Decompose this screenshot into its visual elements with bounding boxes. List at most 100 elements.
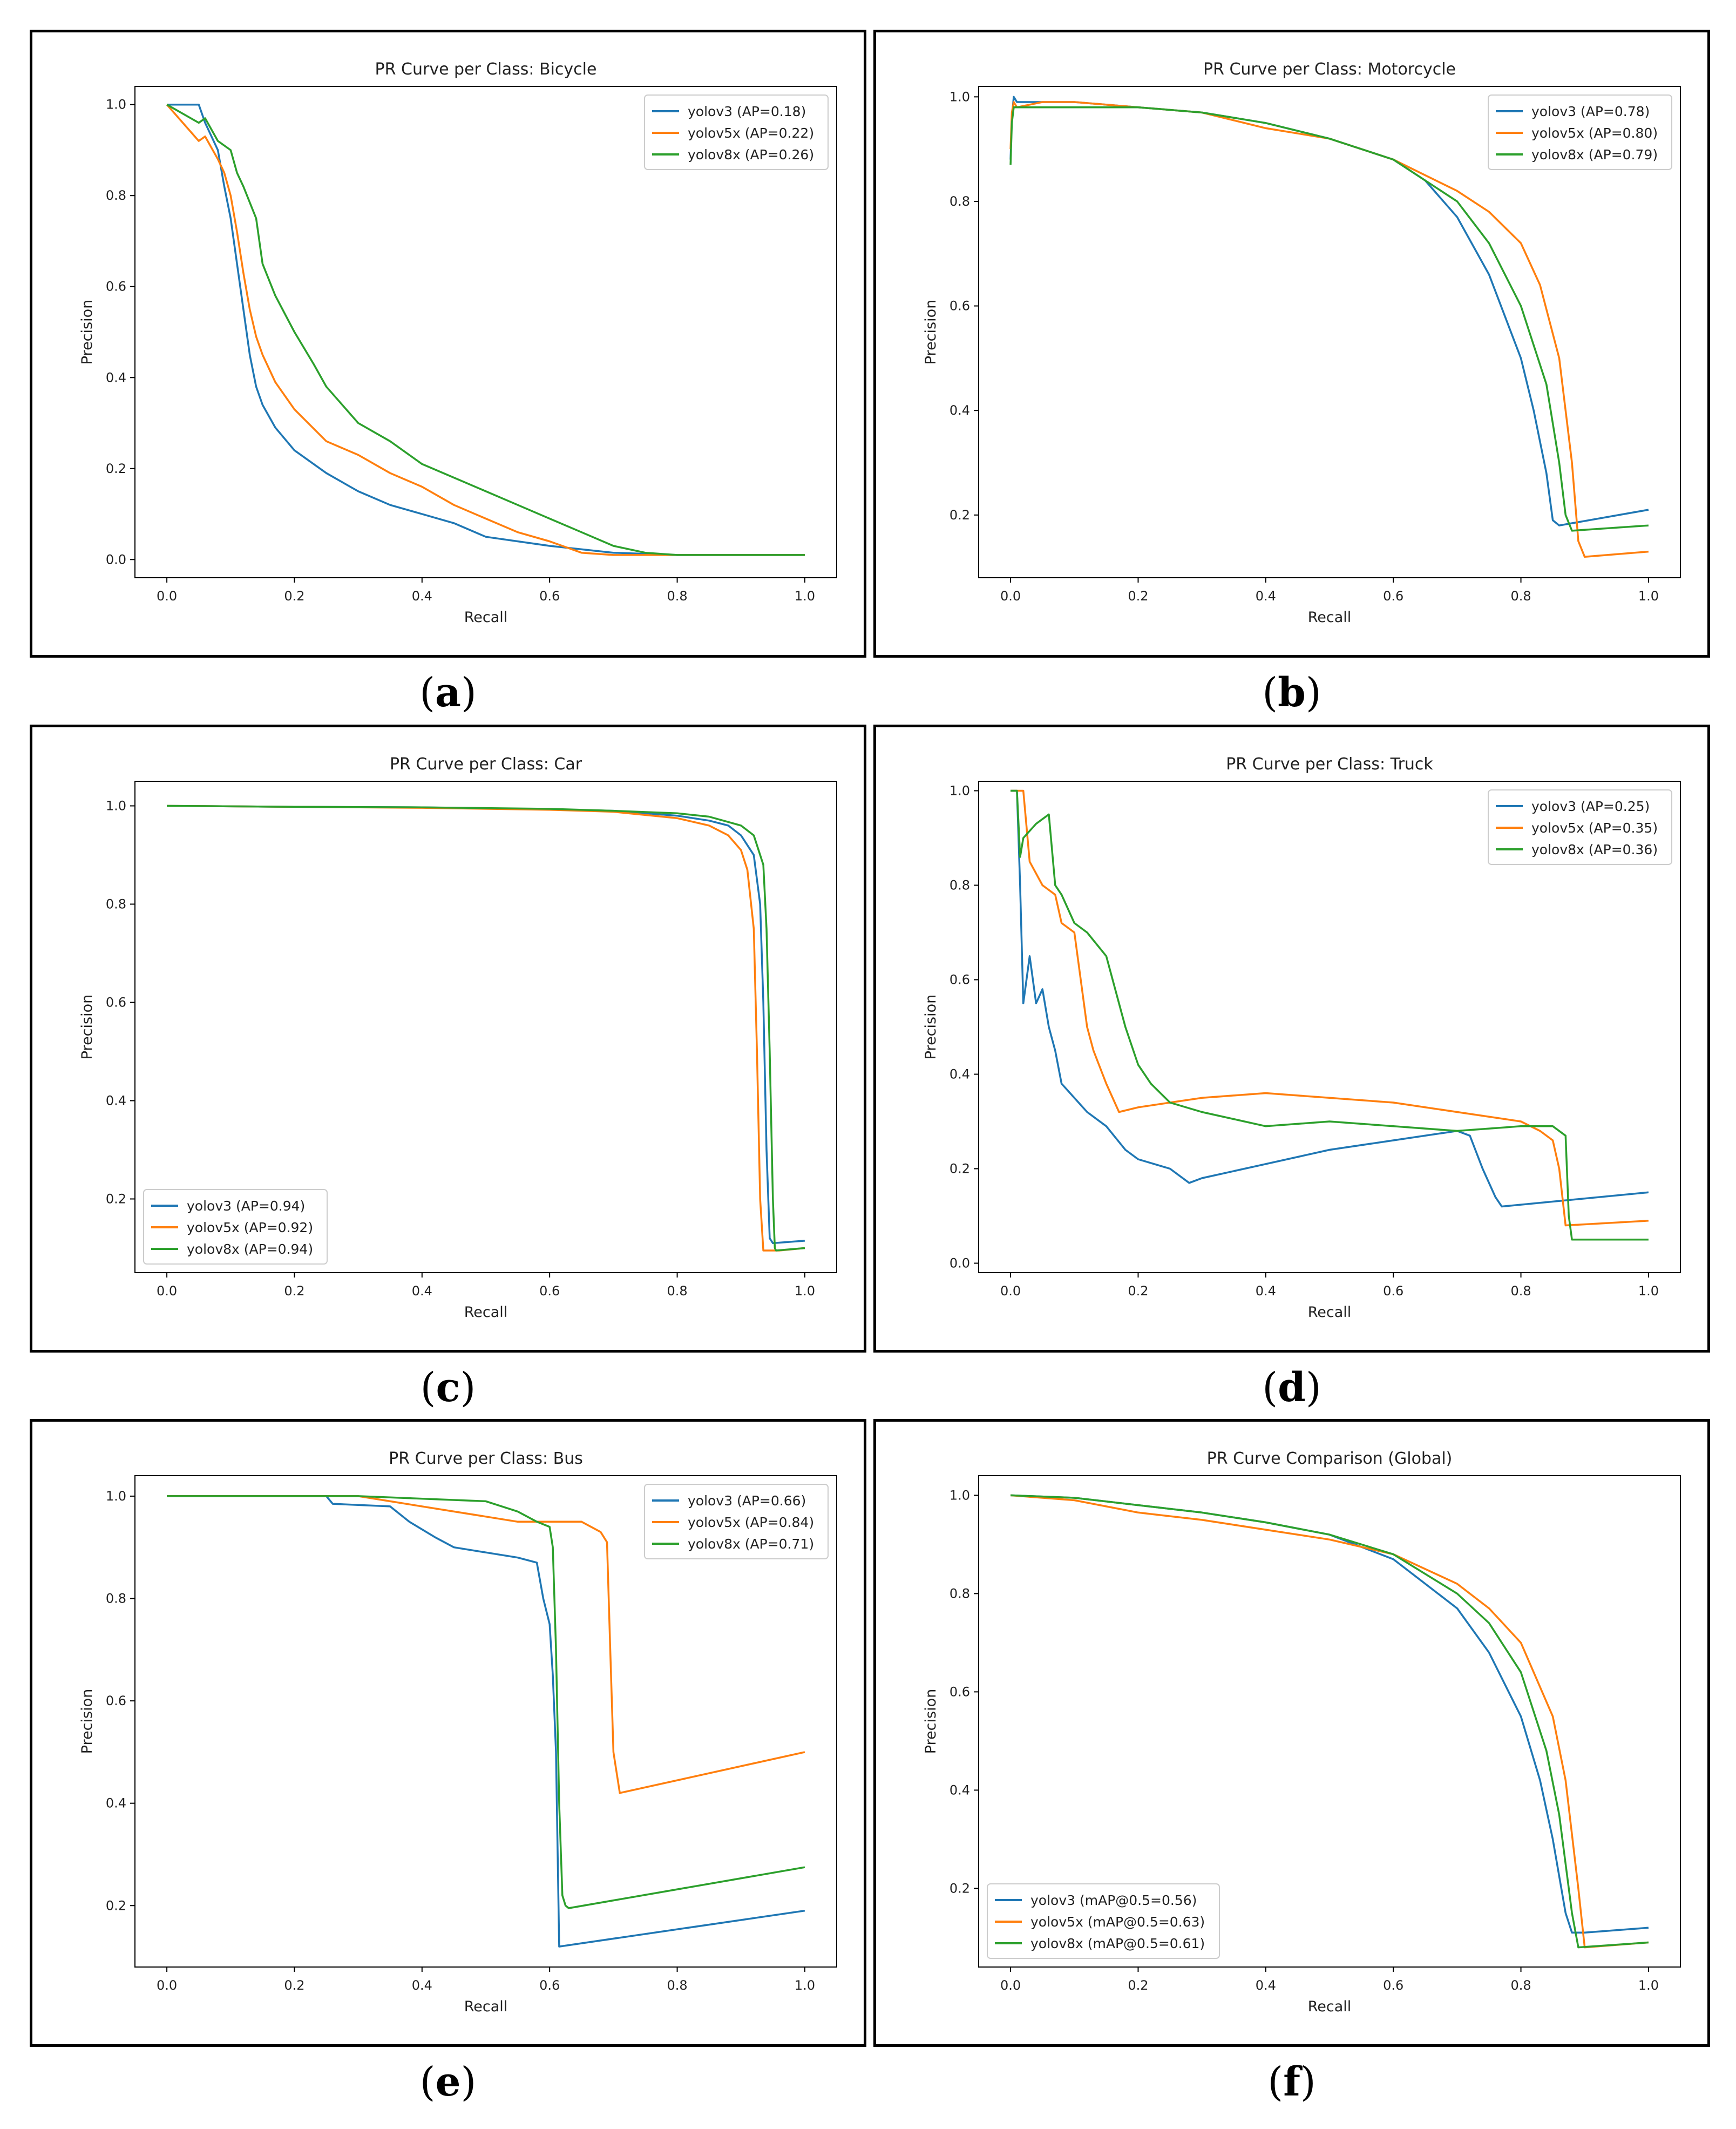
y-tick-label: 0.6 (106, 279, 126, 294)
x-tick-label: 0.4 (1256, 589, 1276, 604)
y-tick-label: 1.0 (950, 783, 970, 799)
legend-label-yolov3: yolov3 (mAP@0.5=0.56) (1030, 1893, 1197, 1908)
series-line-yolov3 (167, 103, 805, 556)
y-tick-label: 0.0 (950, 1256, 970, 1271)
series-line-yolov5x (1011, 789, 1649, 1227)
series-line-yolov3 (167, 1495, 805, 1948)
legend-label-yolov5x: yolov5x (AP=0.22) (688, 125, 814, 141)
plot-frame (134, 1475, 837, 1968)
x-tick-label: 0.6 (1383, 589, 1403, 604)
legend-label-yolov3: yolov3 (AP=0.94) (187, 1198, 305, 1214)
series-line-yolov5x (167, 1495, 805, 1794)
plot-frame (978, 86, 1681, 578)
y-tick-label: 0.4 (106, 1796, 126, 1811)
x-tick-label: 0.0 (157, 589, 177, 604)
x-tick-label: 0.8 (1510, 589, 1531, 604)
x-tick-label: 0.6 (1383, 1978, 1403, 1993)
chart-title: PR Curve Comparison (Global) (1207, 1449, 1453, 1468)
x-tick-label: 1.0 (1638, 1283, 1659, 1299)
y-tick-label: 0.4 (106, 1093, 126, 1109)
chart-title: PR Curve per Class: Motorcycle (1203, 60, 1456, 79)
legend-label-yolov8x: yolov8x (mAP@0.5=0.61) (1030, 1936, 1205, 1951)
legend-box (1488, 789, 1672, 865)
x-tick-label: 0.6 (539, 1283, 560, 1299)
y-tick-label: 0.6 (106, 995, 126, 1010)
y-tick-label: 0.4 (950, 1067, 970, 1082)
series-line-yolov5x (167, 805, 805, 1252)
legend-label-yolov8x: yolov8x (AP=0.36) (1531, 842, 1658, 857)
caption-b: (b) (1262, 670, 1321, 716)
series-line-yolov5x (1010, 1494, 1649, 1949)
y-tick-label: 0.8 (950, 878, 970, 893)
legend-label-yolov5x: yolov5x (AP=0.92) (187, 1220, 313, 1235)
x-axis-label: Recall (464, 1304, 508, 1321)
y-tick-label: 0.6 (950, 1684, 970, 1699)
y-tick-label: 1.0 (106, 97, 126, 112)
panel-f: PR Curve Comparison (Global) 0.0 0.2 0.4 0.6… (873, 1419, 1710, 2047)
x-tick-label: 0.2 (1128, 1283, 1148, 1299)
x-tick-label: 0.4 (412, 1978, 432, 1993)
y-axis-label: Precision (923, 1689, 939, 1754)
legend-label-yolov8x: yolov8x (AP=0.79) (1531, 147, 1658, 163)
series-line-yolov5x (166, 104, 805, 556)
x-axis-label: Recall (1308, 609, 1352, 626)
y-tick-label: 0.6 (950, 299, 970, 314)
chart-title: PR Curve per Class: Bicycle (375, 60, 597, 79)
chart-title: PR Curve per Class: Truck (1226, 755, 1433, 774)
series-line-yolov8x (1011, 1494, 1649, 1949)
legend-label-yolov5x: yolov5x (AP=0.84) (688, 1515, 814, 1530)
legend-label-yolov3: yolov3 (AP=0.25) (1531, 799, 1650, 814)
legend-box (143, 1189, 328, 1265)
y-tick-label: 0.2 (106, 461, 126, 476)
x-tick-label: 0.0 (1000, 589, 1021, 604)
legend: yolov3 (mAP@0.5=0.56) yolov5x (mAP@0.5=0.… (987, 1883, 1220, 1959)
legend-label-yolov5x: yolov5x (mAP@0.5=0.63) (1030, 1914, 1205, 1930)
caption-a: (a) (419, 670, 477, 716)
y-tick-label: 0.8 (106, 188, 126, 203)
legend-label-yolov5x: yolov5x (AP=0.80) (1531, 125, 1658, 141)
y-axis-label: Precision (79, 300, 96, 364)
x-tick-label: 0.0 (157, 1283, 177, 1299)
x-tick-label: 1.0 (1638, 589, 1659, 604)
legend-box (987, 1883, 1220, 1959)
x-tick-label: 0.8 (667, 1283, 687, 1299)
series-line-yolov8x (167, 1495, 805, 1909)
x-tick-label: 0.2 (284, 1283, 304, 1299)
legend: yolov3 (AP=0.18) yolov5x (AP=0.22) yolov8x… (644, 94, 829, 170)
plot-frame (978, 781, 1681, 1273)
x-tick-label: 0.4 (412, 589, 432, 604)
x-tick-label: 0.2 (1128, 589, 1148, 604)
x-tick-label: 0.2 (284, 1978, 304, 1993)
x-axis-label: Recall (1308, 1998, 1352, 2015)
series-line-yolov3 (1011, 789, 1649, 1208)
panel-c: PR Curve per Class: Car 0.0 0.2 0.4 0.6 0.8 1.… (30, 725, 866, 1353)
y-axis-label: Precision (923, 300, 939, 364)
legend-label-yolov3: yolov3 (AP=0.78) (1531, 104, 1650, 119)
x-tick-label: 1.0 (1638, 1978, 1659, 1993)
series-line-yolov8x (167, 805, 805, 1252)
y-tick-label: 1.0 (106, 1489, 126, 1504)
legend-label-yolov5x: yolov5x (AP=0.35) (1531, 820, 1658, 836)
x-tick-label: 0.4 (1256, 1978, 1276, 1993)
legend-box (644, 1484, 829, 1559)
x-tick-label: 0.6 (539, 589, 560, 604)
chart-global: PR Curve Comparison (Global) 0.0 0.2 0.4 0.6… (923, 1449, 1681, 2015)
x-tick-label: 0.6 (1383, 1283, 1403, 1299)
x-axis-label: Recall (1308, 1304, 1352, 1321)
x-axis-label: Recall (464, 1998, 508, 2015)
y-axis-label: Precision (923, 995, 939, 1059)
y-tick-label: 0.6 (106, 1693, 126, 1708)
x-tick-label: 0.8 (667, 1978, 687, 1993)
panel-a: PR Curve per Class: Bicycle 0.0 0.2 0.4 0.6 0… (30, 30, 866, 658)
caption-e: (e) (419, 2059, 477, 2105)
x-tick-label: 0.2 (1128, 1978, 1148, 1993)
x-tick-label: 0.2 (284, 589, 304, 604)
series-line-yolov3 (1011, 1494, 1649, 1934)
y-tick-label: 0.2 (950, 1881, 970, 1896)
x-tick-label: 0.0 (1000, 1283, 1021, 1299)
legend: yolov3 (AP=0.78) yolov5x (AP=0.80) yolov8x… (1488, 94, 1672, 170)
series-line-yolov5x (1009, 101, 1649, 558)
y-tick-label: 1.0 (950, 1488, 970, 1503)
y-tick-label: 0.4 (950, 403, 970, 418)
y-tick-label: 0.8 (106, 897, 126, 912)
